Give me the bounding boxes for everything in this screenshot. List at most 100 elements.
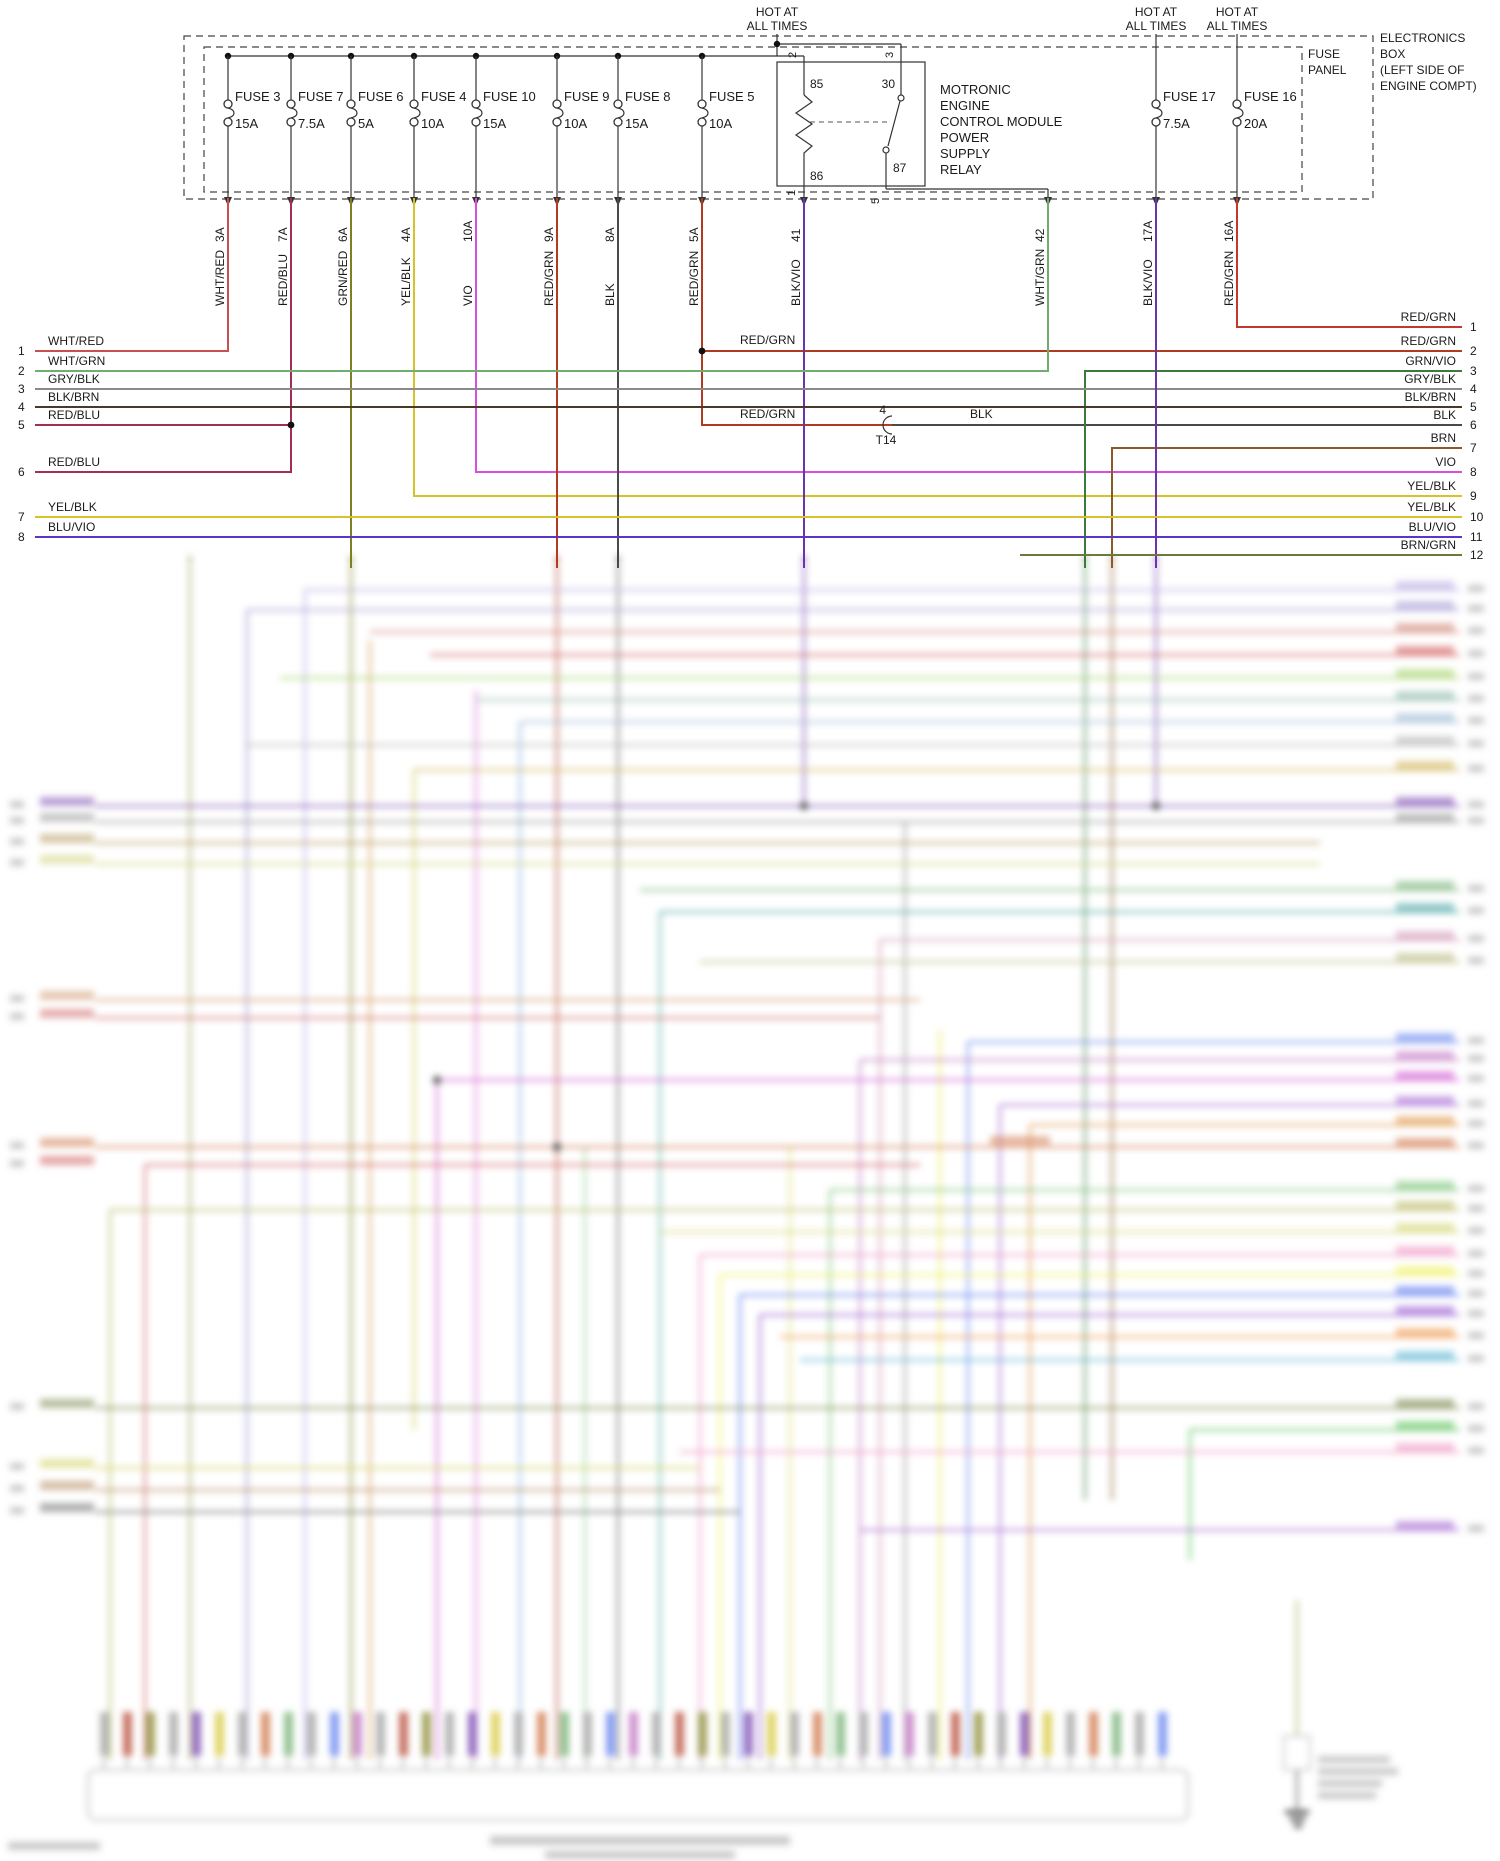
fuse-7: FUSE 7 7.5A (286, 56, 344, 198)
svg-text:FUSE 16: FUSE 16 (1244, 89, 1297, 104)
svg-text:FUSE 10: FUSE 10 (483, 89, 536, 104)
svg-text:10A: 10A (564, 116, 587, 131)
svg-text:GRN/VIO: GRN/VIO (1405, 354, 1456, 368)
svg-text:WHT/RED: WHT/RED (48, 334, 104, 348)
svg-text:FUSE 4: FUSE 4 (421, 89, 467, 104)
svg-text:5: 5 (18, 418, 25, 432)
svg-text:15A: 15A (625, 116, 648, 131)
svg-text:7.5A: 7.5A (1163, 116, 1190, 131)
svg-text:FUSE: FUSE (1308, 47, 1340, 61)
svg-text:BRN/GRN: BRN/GRN (1401, 538, 1456, 552)
fuse-6: FUSE 6 5A (346, 56, 404, 198)
svg-text:5A: 5A (358, 116, 374, 131)
svg-text:YEL/BLK: YEL/BLK (1407, 500, 1456, 514)
wire-grn-vio (1084, 370, 1462, 568)
svg-text:8: 8 (1470, 465, 1477, 479)
svg-text:8A: 8A (603, 227, 617, 242)
svg-text:WHT/RED: WHT/RED (213, 250, 227, 306)
svg-text:HOT AT: HOT AT (1216, 5, 1259, 19)
svg-text:4A: 4A (399, 227, 413, 242)
svg-text:20A: 20A (1244, 116, 1267, 131)
wire-red-grn-16a (1236, 198, 1462, 328)
svg-text:BOX: BOX (1380, 47, 1405, 61)
svg-text:GRY/BLK: GRY/BLK (48, 372, 100, 386)
fuse-panel-diagram: HOT AT ALL TIMES HOT AT ALL TIMES HOT AT… (18, 5, 1484, 568)
svg-text:(LEFT SIDE OF: (LEFT SIDE OF (1380, 63, 1464, 77)
mid-label-red-grn-b: RED/GRN (740, 407, 795, 421)
fuse-17: FUSE 17 7.5A (1151, 34, 1216, 198)
svg-text:ALL TIMES: ALL TIMES (1207, 19, 1268, 33)
svg-text:YEL/BLK: YEL/BLK (48, 500, 97, 514)
wire-wht-red (35, 198, 229, 352)
wire-brn (1111, 447, 1462, 568)
fuse-panel-label: FUSE PANEL (1308, 47, 1347, 77)
svg-text:2: 2 (1470, 344, 1477, 358)
svg-text:10: 10 (1470, 510, 1484, 524)
relay-name-label: MOTRONIC ENGINE CONTROL MODULE POWER SUP… (940, 82, 1063, 177)
svg-text:GRN/RED: GRN/RED (336, 250, 350, 306)
svg-text:SUPPLY: SUPPLY (940, 146, 991, 161)
svg-text:YEL/BLK: YEL/BLK (399, 257, 413, 306)
mid-label-red-grn-a: RED/GRN (740, 333, 795, 347)
svg-text:ALL TIMES: ALL TIMES (1126, 19, 1187, 33)
relay-terminal-3: 3 (884, 52, 896, 58)
svg-text:1: 1 (1470, 320, 1477, 334)
relay-switch-arm (887, 100, 901, 147)
relay-pin-30: 30 (882, 77, 896, 91)
fuse-8: FUSE 8 15A (613, 56, 671, 198)
svg-text:ELECTRONICS: ELECTRONICS (1380, 31, 1465, 45)
wire-red-grn-5a (701, 198, 892, 426)
wire-yel-blk (413, 198, 1462, 497)
svg-text:MOTRONIC: MOTRONIC (940, 82, 1011, 97)
svg-text:17A: 17A (1141, 221, 1155, 242)
svg-text:3: 3 (1470, 364, 1477, 378)
svg-text:FUSE 8: FUSE 8 (625, 89, 671, 104)
svg-text:6: 6 (1470, 418, 1477, 432)
svg-text:3: 3 (18, 382, 25, 396)
fuse-4: FUSE 4 10A (409, 56, 467, 198)
svg-text:BLK/VIO: BLK/VIO (789, 259, 803, 306)
motronic-power-supply-relay: 85 30 86 87 2 3 1 5 (776, 52, 1049, 204)
t14-name: T14 (876, 433, 897, 447)
mid-run-labels: RED/GRN RED/GRN 4 T14 BLK (740, 333, 993, 447)
svg-text:4: 4 (18, 400, 25, 414)
right-edge-rows: RED/GRN 1 RED/GRN 2 GRN/VIO 3 GRY/BLK 4 … (1401, 310, 1484, 562)
wire-red-blu (35, 198, 292, 473)
svg-text:YEL/BLK: YEL/BLK (1407, 479, 1456, 493)
svg-text:FUSE 5: FUSE 5 (709, 89, 755, 104)
fuse-amp: 15A (235, 116, 258, 131)
svg-text:RED/GRN: RED/GRN (1222, 251, 1236, 306)
svg-text:6: 6 (18, 465, 25, 479)
hot-label-line2: ALL TIMES (747, 19, 808, 33)
svg-text:15A: 15A (483, 116, 506, 131)
electronics-box-label: ELECTRONICS BOX (LEFT SIDE OF ENGINE COM… (1380, 31, 1477, 93)
relay-coil (794, 94, 814, 155)
svg-text:PANEL: PANEL (1308, 63, 1347, 77)
svg-text:9A: 9A (542, 227, 556, 242)
svg-text:RED/GRN: RED/GRN (687, 251, 701, 306)
fuse-16: FUSE 16 20A (1232, 34, 1297, 198)
svg-text:BLK: BLK (1433, 408, 1456, 422)
svg-text:9: 9 (1470, 489, 1477, 503)
power-bus (224, 34, 902, 62)
svg-text:7: 7 (18, 510, 25, 524)
wire-vio (475, 198, 1462, 473)
svg-text:1: 1 (18, 344, 25, 358)
svg-text:41: 41 (789, 228, 803, 242)
svg-text:BLK/VIO: BLK/VIO (1141, 259, 1155, 306)
svg-text:RELAY: RELAY (940, 162, 982, 177)
svg-text:5A: 5A (687, 227, 701, 242)
svg-text:RED/BLU: RED/BLU (48, 408, 100, 422)
svg-text:POWER: POWER (940, 130, 989, 145)
svg-text:16A: 16A (1222, 221, 1236, 242)
svg-text:FUSE 6: FUSE 6 (358, 89, 404, 104)
relay-pin-87: 87 (893, 161, 907, 175)
relay-pin-85: 85 (810, 77, 824, 91)
relay-terminal-5: 5 (870, 198, 882, 204)
mid-label-blk: BLK (970, 407, 993, 421)
svg-text:5: 5 (1470, 400, 1477, 414)
t14-connector-symbol (882, 415, 893, 435)
